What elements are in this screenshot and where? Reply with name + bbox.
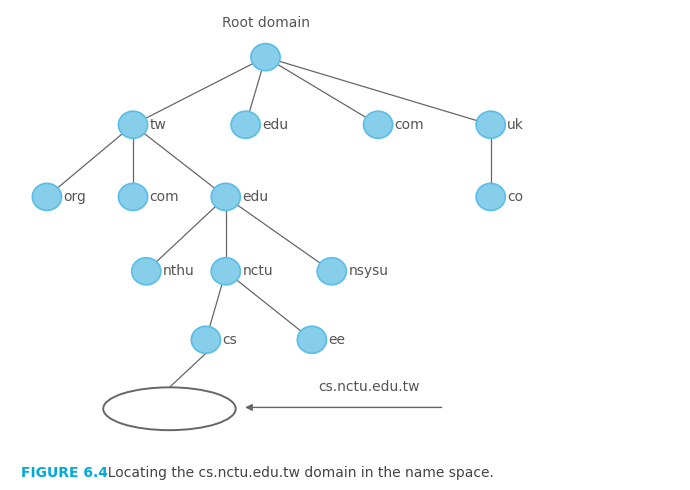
Ellipse shape: [251, 44, 280, 71]
Ellipse shape: [476, 183, 505, 210]
Ellipse shape: [119, 183, 148, 210]
Ellipse shape: [32, 183, 61, 210]
Text: Locating the cs.nctu.edu.tw domain in the name space.: Locating the cs.nctu.edu.tw domain in th…: [99, 466, 493, 480]
Text: edu: edu: [242, 190, 268, 204]
Ellipse shape: [476, 111, 505, 138]
Text: FIGURE 6.4: FIGURE 6.4: [21, 466, 108, 480]
Text: Root domain: Root domain: [221, 16, 310, 30]
Text: edu: edu: [262, 118, 288, 132]
Text: nsysu: nsysu: [348, 264, 388, 278]
Text: com: com: [395, 118, 424, 132]
Text: nthu: nthu: [163, 264, 195, 278]
Text: uk: uk: [507, 118, 524, 132]
Ellipse shape: [119, 111, 148, 138]
Ellipse shape: [231, 111, 260, 138]
Ellipse shape: [211, 258, 240, 285]
Text: tw: tw: [150, 118, 166, 132]
Text: co: co: [507, 190, 524, 204]
Ellipse shape: [132, 258, 161, 285]
Text: nctu: nctu: [242, 264, 273, 278]
Text: cs: cs: [222, 333, 237, 347]
Ellipse shape: [364, 111, 393, 138]
Text: org: org: [63, 190, 86, 204]
Ellipse shape: [211, 183, 240, 210]
Ellipse shape: [191, 326, 221, 353]
Text: com: com: [150, 190, 179, 204]
Ellipse shape: [297, 326, 326, 353]
Text: ee: ee: [328, 333, 346, 347]
Ellipse shape: [317, 258, 346, 285]
Text: cs.nctu.edu.tw: cs.nctu.edu.tw: [319, 380, 420, 394]
